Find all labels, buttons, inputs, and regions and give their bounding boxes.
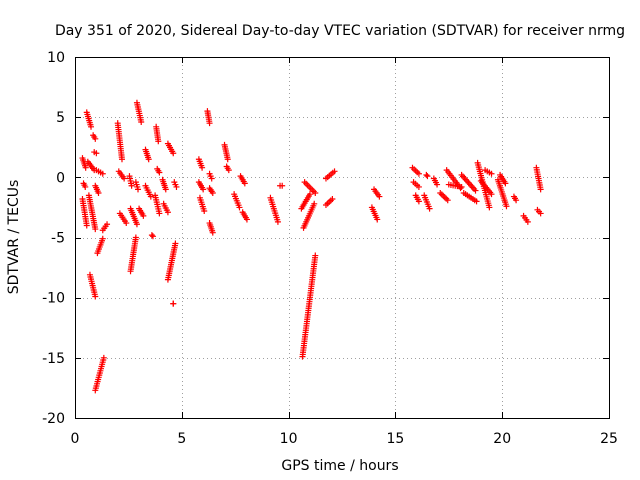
- data-point: [444, 197, 451, 204]
- data-point: [488, 191, 495, 198]
- data-point: [99, 170, 106, 177]
- data-point: [274, 218, 281, 225]
- data-point: [118, 156, 125, 163]
- x-tick-label: 0: [71, 431, 80, 447]
- data-point: [123, 220, 130, 227]
- x-tick-label: 25: [600, 431, 618, 447]
- data-point: [149, 233, 156, 240]
- data-point: [95, 189, 102, 196]
- y-tick-label: 5: [56, 110, 65, 126]
- data-point: [472, 187, 479, 194]
- data-point: [172, 240, 179, 247]
- data-point: [206, 120, 213, 127]
- data-point: [311, 200, 318, 207]
- data-point: [148, 232, 155, 239]
- y-axis-label: SDTVAR / TECUs: [6, 180, 22, 295]
- data-point: [524, 218, 531, 225]
- data-point: [415, 170, 422, 177]
- data-point: [537, 186, 544, 193]
- data-point: [225, 167, 232, 174]
- data-point: [82, 183, 89, 190]
- data-point: [82, 164, 89, 171]
- y-tick-label: -15: [42, 351, 65, 367]
- data-point: [241, 180, 248, 187]
- data-point: [88, 123, 95, 130]
- data-point: [331, 168, 338, 175]
- data-point: [486, 204, 493, 211]
- x-axis-label: GPS time / hours: [281, 458, 398, 474]
- plot-frame: [75, 57, 610, 419]
- data-point: [424, 173, 431, 180]
- data-point: [376, 193, 383, 200]
- data-point: [128, 182, 135, 189]
- data-point: [173, 183, 180, 190]
- data-point: [513, 197, 520, 204]
- data-point: [312, 189, 319, 196]
- grid-lines: [75, 57, 609, 418]
- data-point: [473, 198, 480, 205]
- data-point: [170, 300, 177, 307]
- data-point: [209, 229, 216, 236]
- data-point: [224, 156, 231, 163]
- data-point: [135, 186, 142, 193]
- data-point: [458, 183, 465, 190]
- data-point: [156, 169, 163, 176]
- data-point: [156, 210, 163, 217]
- data-point: [502, 180, 509, 187]
- data-point: [104, 221, 111, 228]
- data-point: [329, 195, 336, 202]
- data-points: [79, 99, 544, 394]
- data-point: [92, 293, 99, 300]
- data-point: [132, 234, 139, 241]
- y-tick-label: -10: [42, 291, 65, 307]
- data-point: [99, 235, 106, 242]
- data-point: [93, 150, 100, 157]
- data-point: [100, 354, 107, 361]
- data-point: [423, 171, 430, 178]
- data-point: [199, 164, 206, 171]
- data-point: [312, 252, 319, 259]
- y-tick-label: 10: [47, 50, 65, 66]
- chart-title: Day 351 of 2020, Sidereal Day-to-day VTE…: [55, 23, 625, 39]
- y-tick-label: 0: [56, 170, 65, 186]
- data-point: [83, 222, 90, 229]
- data-point: [147, 193, 154, 200]
- x-tick-label: 15: [386, 431, 404, 447]
- data-point: [133, 221, 140, 228]
- data-point: [209, 189, 216, 196]
- data-point: [92, 135, 99, 142]
- data-point: [155, 138, 162, 145]
- data-point: [415, 198, 422, 205]
- data-point: [201, 208, 208, 215]
- y-tick-label: -5: [51, 231, 65, 247]
- data-point: [236, 204, 243, 211]
- y-tick-label: -20: [42, 411, 65, 427]
- data-point: [537, 210, 544, 217]
- data-point: [434, 181, 441, 188]
- data-point: [208, 175, 215, 182]
- data-point: [415, 183, 422, 190]
- data-point: [374, 216, 381, 223]
- data-point: [162, 186, 169, 193]
- x-tick-label: 10: [280, 431, 298, 447]
- data-point: [200, 186, 207, 193]
- data-point: [145, 156, 152, 163]
- x-tick-label: 20: [493, 431, 511, 447]
- data-point: [503, 203, 510, 210]
- data-point: [243, 216, 250, 223]
- data-point: [164, 209, 171, 216]
- data-point: [121, 175, 128, 182]
- data-point: [306, 191, 313, 198]
- tick-labels: 0 5 10 15 20 25 -20 -15 -10 -5 0 5 10: [42, 50, 618, 447]
- data-point: [279, 182, 286, 189]
- data-point: [92, 226, 99, 233]
- data-point: [140, 212, 147, 219]
- data-point: [488, 170, 495, 177]
- x-tick-label: 5: [177, 431, 186, 447]
- data-point: [170, 150, 177, 157]
- data-point: [426, 205, 433, 212]
- data-point: [138, 118, 145, 125]
